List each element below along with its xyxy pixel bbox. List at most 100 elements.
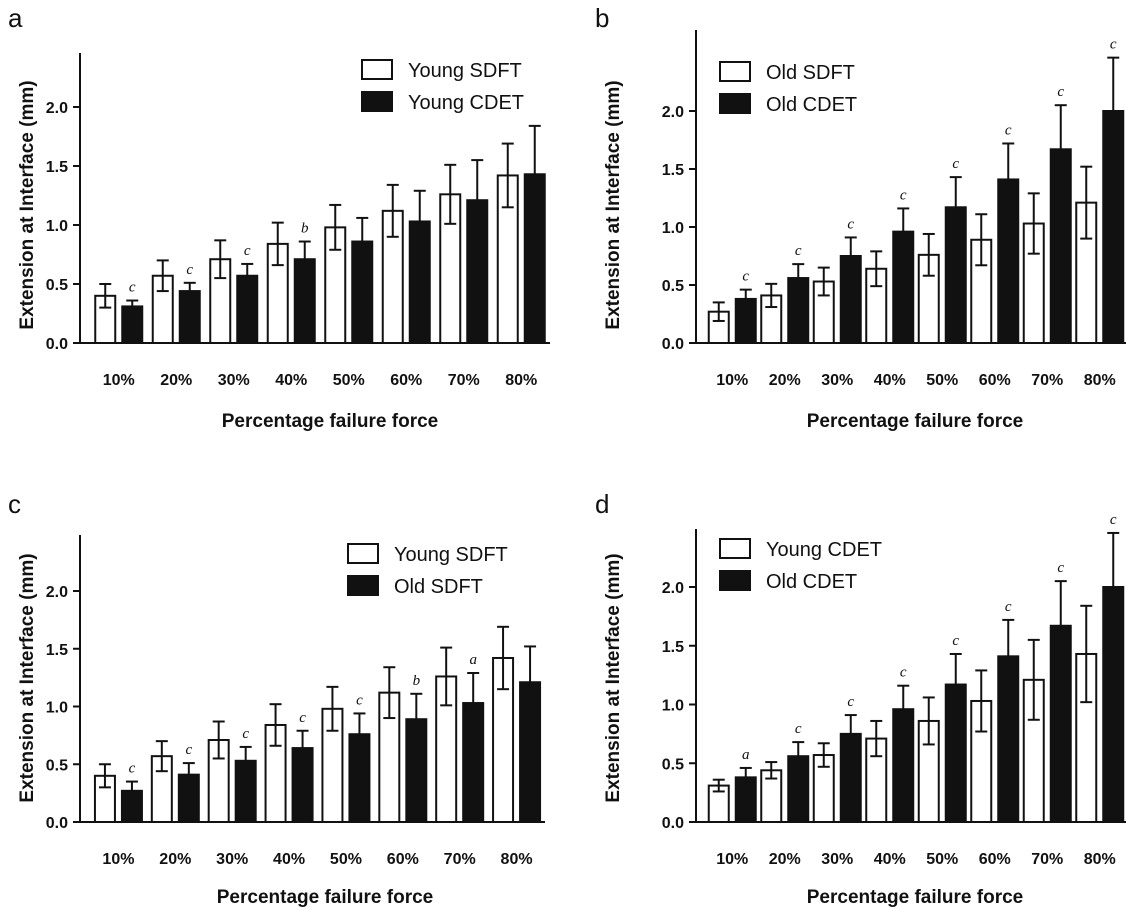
bar-old-cdet <box>1049 148 1072 344</box>
bar-old-cdet <box>787 277 810 345</box>
x-tick-label: 60% <box>387 851 419 868</box>
x-axis-label: Percentage failure force <box>807 887 1023 907</box>
significance-letter: c <box>242 726 249 742</box>
y-tick-label: 0.0 <box>46 336 68 353</box>
y-tick-label: 2.0 <box>662 104 684 121</box>
y-tick-label: 0.5 <box>46 757 68 774</box>
y-tick-label: 0.5 <box>46 277 68 294</box>
bar-old-cdet <box>734 297 757 345</box>
significance-letter: c <box>356 692 363 708</box>
x-tick-label: 20% <box>769 851 801 868</box>
x-tick-label: 30% <box>216 851 248 868</box>
y-axis-label: Extension at Interface (mm) <box>603 80 624 329</box>
bar-old-cdet <box>944 683 967 823</box>
legend-swatch <box>347 575 379 596</box>
x-tick-label: 20% <box>159 851 191 868</box>
bar-old-cdet <box>734 776 757 824</box>
panel-d: d Extension at Interface (mm) Percentage… <box>563 453 1126 907</box>
significance-letter: c <box>1110 37 1117 53</box>
significance-letter: c <box>1057 560 1064 576</box>
y-axis-label: Extension at Interface (mm) <box>603 553 624 802</box>
x-tick-label: 80% <box>1084 851 1116 868</box>
x-tick-label: 80% <box>505 372 537 389</box>
significance-letter: c <box>244 243 251 259</box>
legend-label: Young CDET <box>408 92 524 114</box>
x-tick-label: 70% <box>1031 372 1063 389</box>
bar-old-sdft <box>405 718 428 823</box>
significance-letter: c <box>299 710 306 726</box>
legend: Young CDET Old CDET <box>719 538 882 593</box>
x-tick-label: 60% <box>979 851 1011 868</box>
x-tick-label: 40% <box>874 851 906 868</box>
significance-letter: a <box>469 652 477 668</box>
bar-old-sdft <box>177 773 200 823</box>
x-tick-label: 50% <box>926 851 958 868</box>
chart-c-svg: c Extension at Interface (mm) Percentage… <box>8 489 545 907</box>
y-tick-label: 0.5 <box>662 756 684 773</box>
legend-label: Old CDET <box>766 94 857 116</box>
bar-old-sdft <box>234 759 257 824</box>
significance-letter: c <box>1005 122 1012 138</box>
significance-letter: b <box>301 221 309 237</box>
significance-letter: c <box>1110 512 1117 528</box>
chart-a-svg: a Extension at Interface (mm) Percentage… <box>8 3 550 432</box>
bar-young-cdet <box>351 240 374 345</box>
panel-b: b Extension at Interface (mm) Percentage… <box>563 0 1126 453</box>
y-tick-label: 1.5 <box>46 642 68 659</box>
plot-area: 0.0 0.5 1.0 1.5 2.0 10% c 20% c 30% c 40% b 50% 60% 70%… <box>46 53 550 389</box>
x-tick-label: 30% <box>821 372 853 389</box>
x-tick-label: 40% <box>874 372 906 389</box>
legend-swatch <box>347 543 379 564</box>
significance-letter: c <box>847 216 854 232</box>
legend-label: Old SDFT <box>766 62 855 84</box>
bar-old-cdet <box>892 708 915 824</box>
plot-area: 0.0 0.5 1.0 1.5 2.0 10% c 20% c 30% c 40% c 50% c 60% b 7… <box>46 535 545 868</box>
y-tick-label: 1.5 <box>662 639 684 656</box>
significance-letter: c <box>129 761 136 777</box>
significance-letter: c <box>795 243 802 259</box>
x-tick-label: 10% <box>102 851 134 868</box>
x-tick-label: 70% <box>444 851 476 868</box>
significance-letter: a <box>742 747 750 763</box>
x-tick-label: 30% <box>218 372 250 389</box>
legend-label: Old SDFT <box>394 576 483 598</box>
panel-c: c Extension at Interface (mm) Percentage… <box>0 453 563 907</box>
bar-old-sdft <box>519 681 542 823</box>
y-tick-label: 0.0 <box>662 336 684 353</box>
y-tick-label: 1.0 <box>662 698 684 715</box>
bar-young-cdet <box>236 274 259 344</box>
bar-old-cdet <box>787 755 810 824</box>
x-tick-label: 50% <box>333 372 365 389</box>
legend-swatch <box>719 61 751 82</box>
x-tick-label: 80% <box>1084 372 1116 389</box>
bar-old-cdet <box>892 230 915 344</box>
bar-old-sdft <box>348 733 371 823</box>
significance-letter: c <box>952 633 959 649</box>
plot-area: 0.0 0.5 1.0 1.5 2.0 10% c 20% c 30% c 40% c 50% c 60% c 7… <box>662 30 1126 389</box>
bar-young-cdet <box>178 290 201 344</box>
y-axis-label: Extension at Interface (mm) <box>17 553 38 802</box>
y-tick-label: 1.5 <box>662 162 684 179</box>
x-tick-label: 10% <box>103 372 135 389</box>
legend-swatch <box>719 570 751 591</box>
x-tick-label: 50% <box>330 851 362 868</box>
legend-swatch <box>719 93 751 114</box>
x-axis-label: Percentage failure force <box>222 411 438 432</box>
significance-letter: c <box>742 269 749 285</box>
legend: Old SDFT Old CDET <box>719 61 857 116</box>
x-tick-label: 30% <box>821 851 853 868</box>
x-tick-label: 40% <box>275 372 307 389</box>
significance-letter: c <box>1057 84 1064 100</box>
x-axis-label: Percentage failure force <box>807 411 1023 432</box>
legend: Young SDFT Young CDET <box>361 59 524 114</box>
bar-old-cdet <box>997 655 1020 823</box>
x-tick-label: 20% <box>769 372 801 389</box>
y-tick-label: 2.0 <box>46 584 68 601</box>
y-tick-label: 2.0 <box>662 580 684 597</box>
y-tick-label: 2.0 <box>46 100 68 117</box>
panel-a: a Extension at Interface (mm) Percentage… <box>0 0 563 453</box>
bar-young-cdet <box>121 305 144 345</box>
bar-old-cdet <box>1102 586 1125 823</box>
significance-letter: c <box>795 721 802 737</box>
bar-young-cdet <box>408 220 431 345</box>
